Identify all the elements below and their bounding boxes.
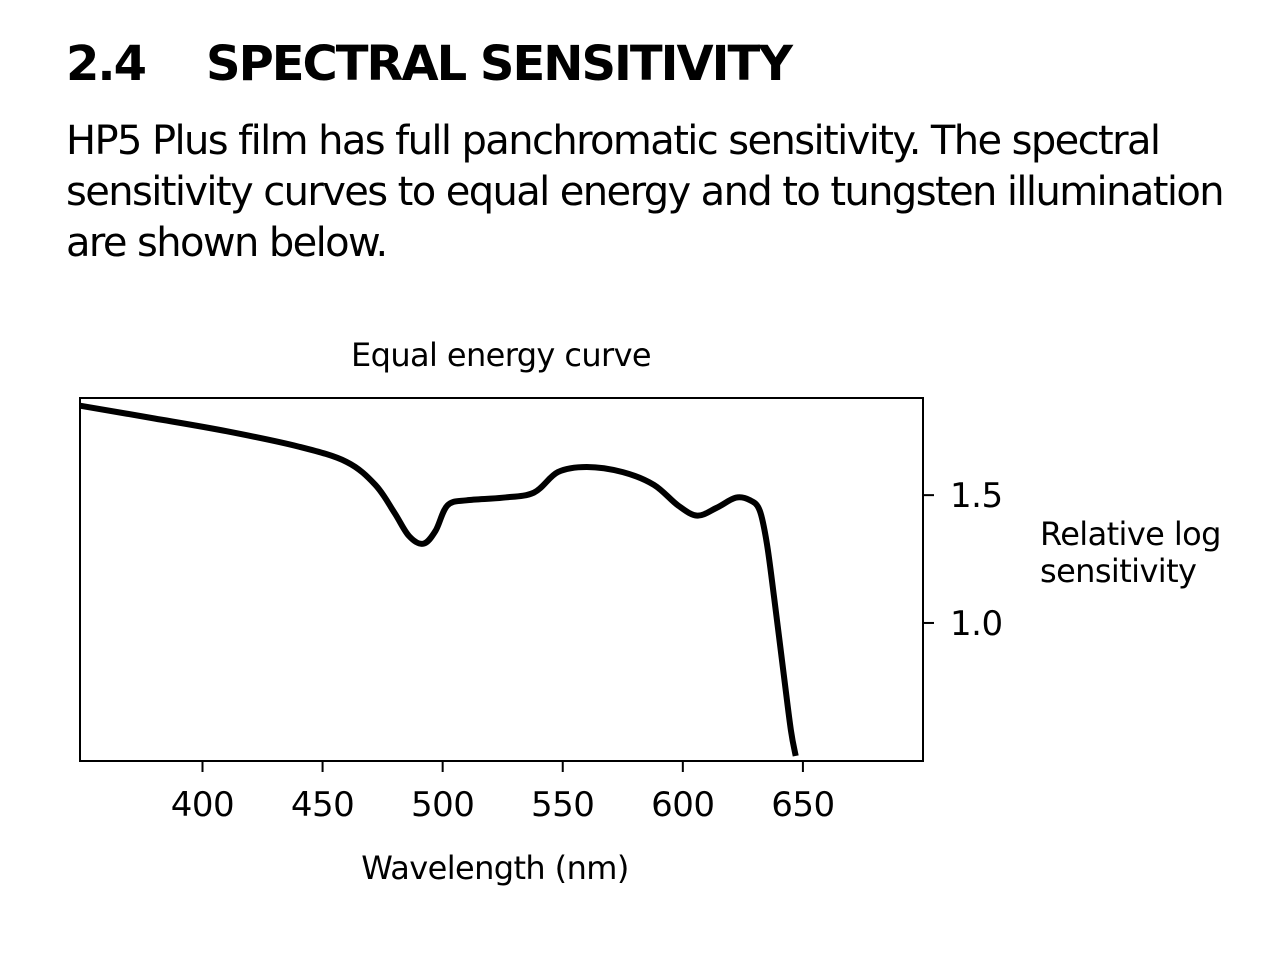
x-tick-label: 500	[411, 785, 474, 825]
section-title: SPECTRAL SENSITIVITY	[206, 36, 793, 92]
section-number: 2.4	[66, 36, 147, 92]
y-axis-label: Relative log sensitivity	[1040, 515, 1230, 590]
y-axis-ticks: 1.0 1.5	[923, 476, 1003, 644]
x-tick-label: 650	[771, 785, 834, 825]
y-axis-label-line-1: Relative log	[1040, 515, 1221, 553]
y-tick-label: 1.0	[950, 604, 1003, 644]
intro-paragraph: HP5 Plus film has full panchromatic sens…	[66, 118, 1225, 266]
plot-frame	[79, 397, 924, 762]
y-axis-label-line-2: sensitivity	[1040, 552, 1196, 590]
y-tick-label: 1.5	[950, 476, 1003, 516]
x-axis-label: Wavelength (nm)	[361, 849, 628, 887]
x-axis-ticks: 400 450 500 550 600 650	[171, 761, 835, 825]
x-tick-label: 600	[651, 785, 714, 825]
x-tick-label: 400	[171, 785, 234, 825]
chart-title: Equal energy curve	[351, 336, 651, 374]
x-tick-label: 550	[531, 785, 594, 825]
section-heading: 2.4 SPECTRAL SENSITIVITY	[66, 30, 793, 98]
x-tick-label: 450	[291, 785, 354, 825]
equal-energy-curve	[79, 402, 799, 757]
